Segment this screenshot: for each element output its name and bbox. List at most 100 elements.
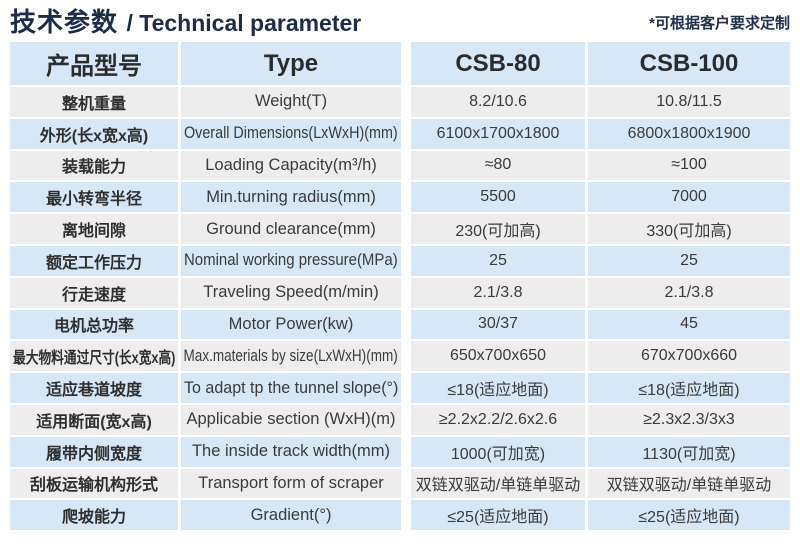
csb80-value: 1000(可加宽): [450, 445, 546, 463]
param-type-cell: Traveling Speed(m/min): [181, 277, 401, 308]
param-name-zh-cell: 适应巷道坡度: [10, 373, 178, 403]
csb100-value: 45: [680, 315, 698, 333]
csb80-value: 650x700x650: [449, 347, 547, 365]
table-row: 履带内侧宽度 The inside track width(mm) 1000(可…: [10, 436, 790, 467]
csb80-value-cell: 650x700x650: [411, 341, 585, 372]
csb100-value: 6800x1800x1900: [627, 124, 751, 142]
param-name-zh: 电机总功率: [53, 318, 134, 336]
table-row: 适用断面(宽x高) Applicabie section (WxH)(m) ≥2…: [10, 404, 790, 435]
param-type: The inside track width(mm): [191, 442, 391, 461]
param-name-zh-cell: 爬坡能力: [10, 500, 178, 531]
page-title: 技术参数 / Technical parameter: [10, 9, 361, 35]
param-name-zh: 适应巷道坡度: [45, 382, 142, 400]
csb100-value: 2.1/3.8: [664, 283, 714, 301]
csb80-value: ≈80: [484, 156, 512, 174]
csb80-value-cell: 2.1/3.8: [411, 277, 585, 308]
param-name-zh: 外形(长x宽x高): [39, 127, 149, 145]
param-type: Loading Capacity(m³/h): [205, 155, 377, 174]
param-type-cell: Applicabie section (WxH)(m): [181, 404, 401, 435]
column-header-text: 产品型号: [46, 53, 142, 80]
customization-note: *可根据客户要求定制: [649, 15, 790, 32]
param-name-zh: 最小转弯半径: [45, 191, 142, 209]
csb80-value-cell: ≤18(适应地面): [411, 373, 585, 403]
param-type: Min.turning radius(mm): [206, 187, 376, 206]
csb80-value-cell: 8.2/10.6: [411, 87, 585, 117]
csb80-value-cell: ≈80: [411, 150, 585, 181]
param-type-cell: Overall Dimensions(LxWxH)(mm): [181, 118, 401, 149]
param-name-zh: 装载能力: [61, 159, 126, 177]
param-name-zh: 最大物料通过尺寸(长x宽x高): [12, 350, 176, 368]
param-name-zh: 履带内侧宽度: [45, 445, 142, 463]
csb100-value-cell: ≈100: [588, 150, 790, 181]
param-type-cell: Max.materials by size(LxWxH)(mm): [181, 341, 401, 372]
csb80-value: 6100x1700x1800: [436, 124, 560, 142]
table-row: 刮板运输机构形式 Transport form of scraper 双链双驱动…: [10, 468, 790, 499]
param-name-zh: 适用断面(宽x高): [36, 413, 152, 431]
csb80-value: 30/37: [477, 315, 519, 333]
param-type: Overall Dimensions(LxWxH)(mm): [184, 124, 398, 143]
csb100-value-cell: ≤18(适应地面): [588, 373, 790, 403]
param-name-zh-cell: 适用断面(宽x高): [10, 404, 178, 435]
param-name-zh: 行走速度: [61, 286, 126, 304]
param-type: Max.materials by size(LxWxH)(mm): [183, 346, 399, 365]
csb100-value-cell: ≤25(适应地面): [588, 500, 790, 531]
page-title-en: / Technical parameter: [126, 10, 362, 36]
column-header-text: CSB-80: [455, 49, 541, 77]
table-row: 电机总功率 Motor Power(kw) 30/37 45: [10, 309, 790, 340]
csb80-value-cell: ≥2.2x2.2/2.6x2.6: [411, 404, 585, 435]
table-row: 最小转弯半径 Min.turning radius(mm) 5500 7000: [10, 182, 790, 213]
table-row: 适应巷道坡度 To adapt tp the tunnel slope(°) ≤…: [10, 373, 790, 403]
param-name-zh-cell: 离地间隙: [10, 214, 178, 244]
param-type-cell: Nominal working pressure(MPa): [181, 245, 401, 276]
csb100-value-cell: 7000: [588, 182, 790, 213]
table-row: 额定工作压力 Nominal working pressure(MPa) 25 …: [10, 245, 790, 276]
column-header-csb100: CSB-100: [588, 42, 790, 85]
csb100-value-cell: 6800x1800x1900: [588, 118, 790, 149]
csb100-value-cell: 2.1/3.8: [588, 277, 790, 308]
csb100-value: 330(可加高): [646, 223, 732, 241]
column-header-text: Type: [263, 49, 319, 77]
csb100-value-cell: 330(可加高): [588, 214, 790, 244]
table-row: 爬坡能力 Gradient(°) ≤25(适应地面) ≤25(适应地面): [10, 500, 790, 531]
csb100-value: 1130(可加宽): [642, 445, 736, 463]
csb100-value: 双链双驱动/单链单驱动: [606, 477, 772, 495]
csb100-value: ≤25(适应地面): [638, 509, 740, 527]
csb80-value-cell: 30/37: [411, 309, 585, 340]
csb100-value: 25: [680, 251, 698, 269]
csb100-value: 10.8/11.5: [656, 92, 722, 110]
csb100-value: ≤18(适应地面): [638, 382, 740, 400]
param-type: Weight(T): [254, 92, 328, 111]
param-name-zh: 额定工作压力: [45, 254, 142, 272]
page-title-zh: 技术参数: [10, 7, 119, 37]
param-type: Traveling Speed(m/min): [203, 283, 379, 302]
csb100-value: ≥2.3x2.3/3x3: [643, 410, 735, 428]
csb100-value-cell: 10.8/11.5: [588, 87, 790, 117]
param-name-zh-cell: 整机重量: [10, 87, 178, 117]
param-type-cell: Transport form of scraper: [181, 468, 401, 499]
param-type: Gradient(°): [250, 505, 332, 524]
csb80-value-cell: 6100x1700x1800: [411, 118, 585, 149]
csb80-value: 双链双驱动/单链单驱动: [415, 477, 581, 495]
param-name-zh-cell: 额定工作压力: [10, 245, 178, 276]
table-row: 外形(长x宽x高) Overall Dimensions(LxWxH)(mm) …: [10, 118, 790, 149]
param-name-zh-cell: 最大物料通过尺寸(长x宽x高): [10, 341, 178, 372]
csb100-value: ≈100: [671, 156, 707, 174]
param-type: Applicabie section (WxH)(m): [186, 410, 396, 429]
param-type: Nominal working pressure(MPa): [184, 251, 398, 270]
table-row: 装载能力 Loading Capacity(m³/h) ≈80 ≈100: [10, 150, 790, 181]
param-name-zh: 刮板运输机构形式: [29, 477, 158, 495]
param-type-cell: Loading Capacity(m³/h): [181, 150, 401, 181]
csb80-value: ≥2.2x2.2/2.6x2.6: [438, 410, 558, 428]
csb100-value: 7000: [671, 188, 707, 206]
table-row: 离地间隙 Ground clearance(mm) 230(可加高) 330(可…: [10, 214, 790, 244]
table-row: 行走速度 Traveling Speed(m/min) 2.1/3.8 2.1/…: [10, 277, 790, 308]
csb80-value: 230(可加高): [455, 223, 541, 241]
param-name-zh-cell: 行走速度: [10, 277, 178, 308]
param-type-cell: The inside track width(mm): [181, 436, 401, 467]
csb100-value-cell: 670x700x660: [588, 341, 790, 372]
csb100-value-cell: 1130(可加宽): [588, 436, 790, 467]
table-row: 整机重量 Weight(T) 8.2/10.6 10.8/11.5: [10, 87, 790, 117]
csb80-value: 8.2/10.6: [469, 92, 527, 110]
column-header-csb80: CSB-80: [411, 42, 585, 85]
table-row: 最大物料通过尺寸(长x宽x高) Max.materials by size(Lx…: [10, 341, 790, 372]
